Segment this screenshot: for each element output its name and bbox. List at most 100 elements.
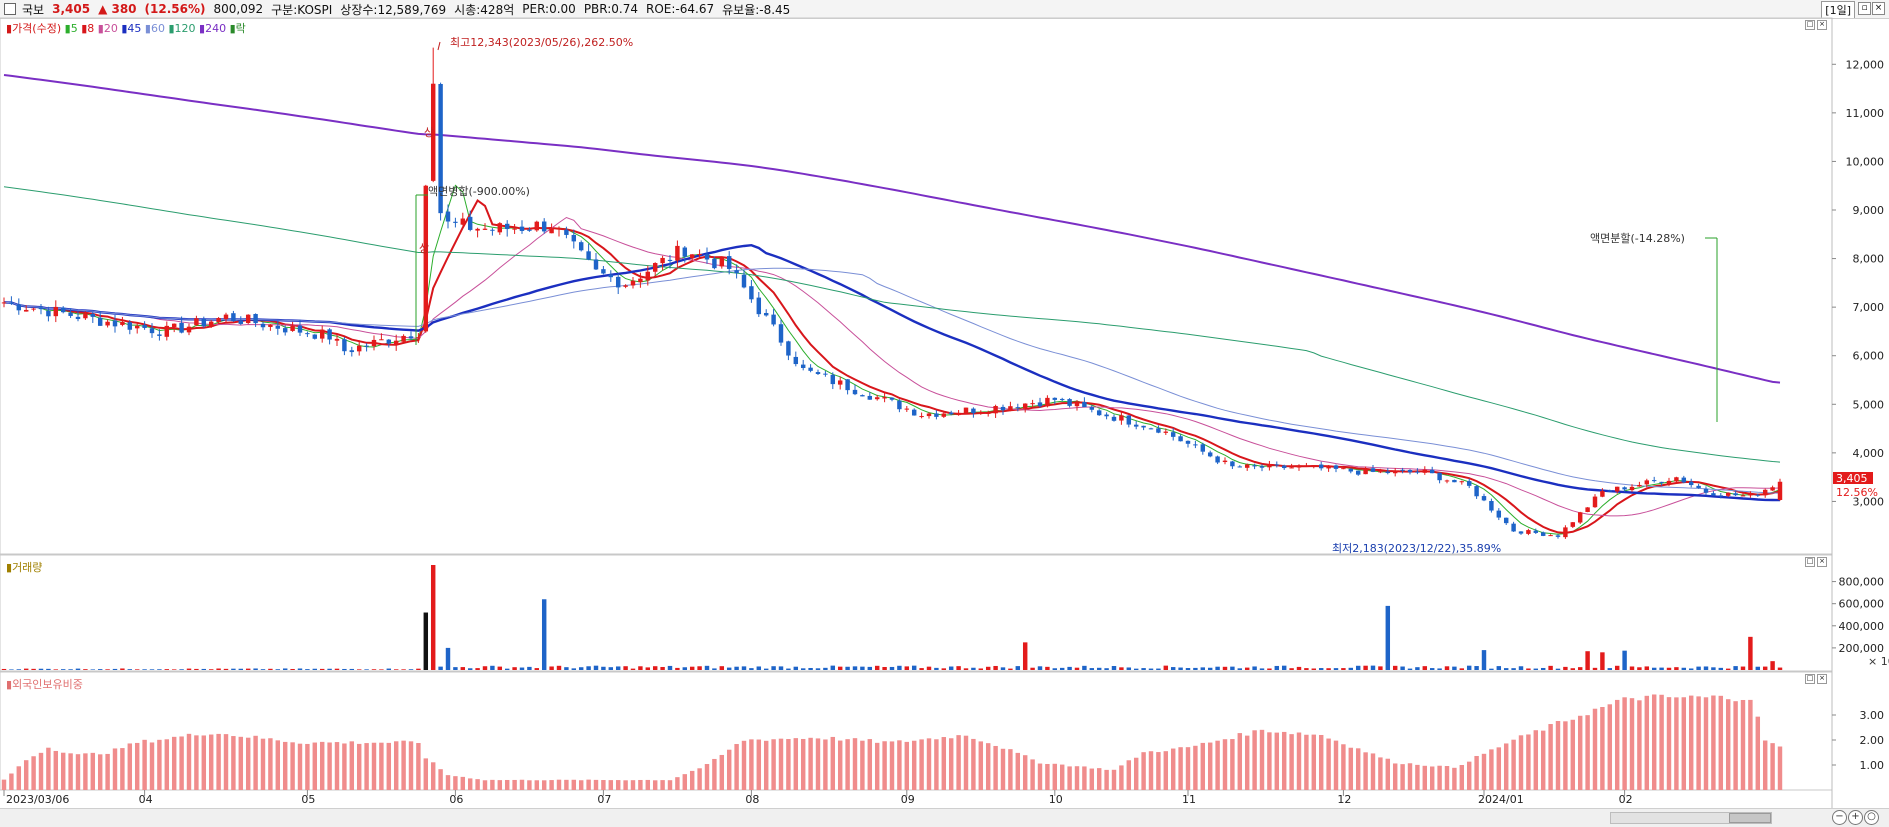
candle-body	[985, 412, 991, 414]
foreign-bar	[53, 750, 59, 790]
candle-body	[260, 323, 266, 328]
candle-body	[393, 340, 399, 345]
volume-bar	[1304, 668, 1309, 670]
volume-bar	[1311, 668, 1317, 670]
foreign-bar	[1540, 730, 1546, 790]
volume-bar	[756, 666, 762, 670]
foreign-bar	[919, 739, 924, 790]
foreign-bar	[608, 780, 614, 790]
candle-body	[216, 318, 221, 323]
foreign-bar	[268, 738, 273, 790]
candle-body	[1000, 406, 1006, 411]
volume-bar	[926, 666, 932, 670]
foreign-bar	[963, 735, 969, 790]
bottom-toolbar	[0, 808, 1889, 827]
volume-value: 800,092	[213, 2, 264, 16]
candle-body	[1777, 481, 1783, 500]
foreign-bar	[112, 748, 118, 790]
scroll-thumb[interactable]	[1729, 813, 1771, 823]
foreign-bar	[90, 752, 96, 790]
volume-bar	[1437, 668, 1442, 670]
pane-maximize-icon[interactable]: □	[1805, 20, 1815, 30]
volume-bar	[1326, 668, 1331, 670]
volume-bar	[386, 668, 392, 670]
foreign-bar	[1178, 747, 1183, 790]
volume-bar	[253, 668, 258, 670]
close-icon[interactable]: ×	[1872, 2, 1885, 15]
legend-ma5[interactable]: ▮5	[64, 22, 78, 35]
candle-body	[297, 325, 303, 333]
volume-bar	[593, 665, 599, 670]
foreign-bar	[1696, 696, 1701, 790]
pane-maximize-icon[interactable]: □	[1805, 674, 1815, 684]
foreign-bar	[334, 742, 340, 790]
candle-body	[882, 397, 887, 399]
candle-body	[1674, 477, 1679, 482]
foreign-bar	[1688, 695, 1694, 790]
foreign-bar	[97, 754, 103, 790]
candle-body	[719, 257, 725, 267]
legend-ma120[interactable]: ▮120	[168, 22, 196, 35]
volume-pane-buttons: □ ×	[1805, 557, 1827, 567]
candle-body	[1577, 512, 1583, 523]
candle-body	[867, 395, 873, 400]
foreign-bar	[697, 768, 702, 790]
legend-ma60[interactable]: ▮60	[144, 22, 165, 35]
pane-close-icon[interactable]: ×	[1817, 674, 1827, 684]
volume-bar	[179, 669, 184, 670]
foreign-bar	[1429, 766, 1435, 790]
select-checkbox[interactable]	[4, 3, 16, 15]
foreign-bar	[1681, 697, 1687, 790]
candle-body	[201, 318, 207, 327]
legend-fall[interactable]: ▮락	[229, 22, 246, 35]
foreign-bar	[1378, 757, 1383, 790]
volume-bar	[1629, 666, 1635, 670]
legend-ma20[interactable]: ▮20	[97, 22, 118, 35]
foreign-bar	[1422, 765, 1428, 790]
volume-bar	[1740, 666, 1746, 670]
listed-shares: 상장수:12,589,769	[340, 2, 447, 17]
candle-body	[593, 259, 599, 270]
candle-body	[1681, 477, 1687, 483]
volume-bar	[1215, 666, 1220, 670]
zoom-reset-icon[interactable]: ○	[1864, 810, 1879, 825]
candle-body	[268, 324, 273, 327]
volume-bar	[1289, 668, 1294, 670]
candle-body	[1304, 465, 1309, 467]
volume-bar	[845, 666, 850, 670]
candle-body	[778, 324, 784, 343]
candle-body	[534, 221, 540, 231]
foreign-bar	[1474, 755, 1479, 790]
foreign-bar	[1185, 747, 1191, 790]
legend-price[interactable]: ▮가격(수정)	[6, 22, 62, 35]
zoom-out-icon[interactable]: −	[1832, 810, 1847, 825]
foreign-bar	[1207, 742, 1213, 790]
zoom-in-icon[interactable]: +	[1848, 810, 1863, 825]
candle-body	[971, 408, 976, 414]
pane-maximize-icon[interactable]: □	[1805, 557, 1815, 567]
volume-bar	[689, 666, 695, 670]
period-selector[interactable]: [1일]	[1821, 1, 1855, 18]
volume-bar	[75, 668, 81, 670]
volume-bar	[297, 668, 303, 670]
volume-bar	[1592, 667, 1598, 670]
legend-ma240[interactable]: ▮240	[199, 22, 227, 35]
chart-scrollbar[interactable]	[1610, 812, 1772, 824]
restore-icon[interactable]: ▫	[1858, 2, 1871, 15]
candle-body	[1037, 402, 1043, 407]
pane-close-icon[interactable]: ×	[1817, 557, 1827, 567]
candle-body	[1466, 481, 1472, 486]
candle-body	[919, 416, 924, 418]
foreign-bar	[1503, 743, 1509, 790]
volume-bar	[356, 669, 362, 670]
legend-ma8[interactable]: ▮8	[81, 22, 95, 35]
foreign-bar	[512, 779, 517, 790]
volume-legend[interactable]: ▮거래량	[6, 561, 43, 574]
foreign-bar	[1000, 748, 1006, 790]
foreign-legend[interactable]: ▮외국인보유비중	[6, 678, 83, 691]
pane-close-icon[interactable]: ×	[1817, 20, 1827, 30]
candle-body	[1096, 410, 1102, 416]
stock-chart[interactable]: 12,000 11,000 10,000 9,000 8,000 7,000 6,000 5,…	[0, 0, 1889, 808]
candle-body	[1104, 414, 1109, 417]
legend-ma45[interactable]: ▮45	[121, 22, 142, 35]
